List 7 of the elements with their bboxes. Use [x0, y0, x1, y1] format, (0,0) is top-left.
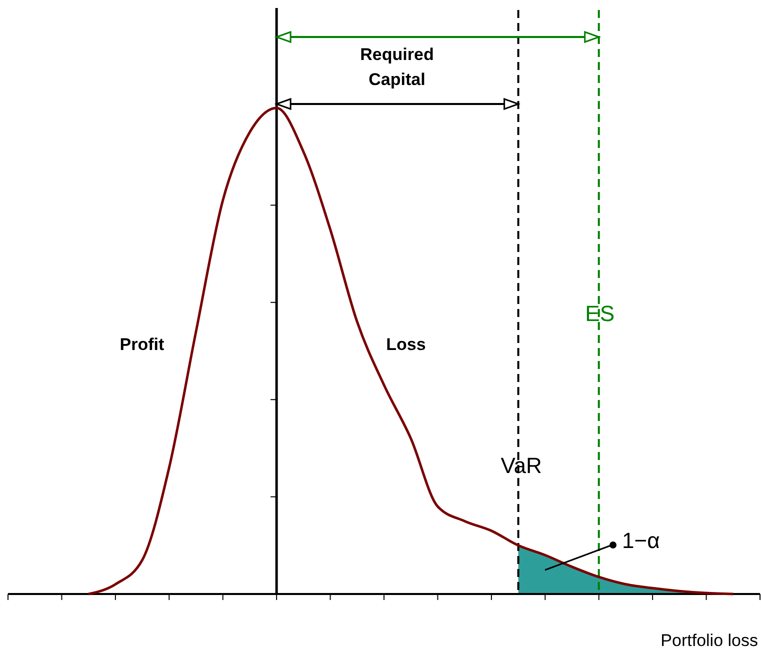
x-axis-title: Portfolio loss [660, 631, 758, 650]
annotation: Loss [386, 335, 426, 354]
text: Required Capital [360, 45, 434, 89]
annotation: VaR [500, 453, 542, 478]
annotation: Profit [120, 335, 165, 354]
annotation: 1−α [622, 528, 660, 553]
annotation: ES [585, 301, 615, 326]
